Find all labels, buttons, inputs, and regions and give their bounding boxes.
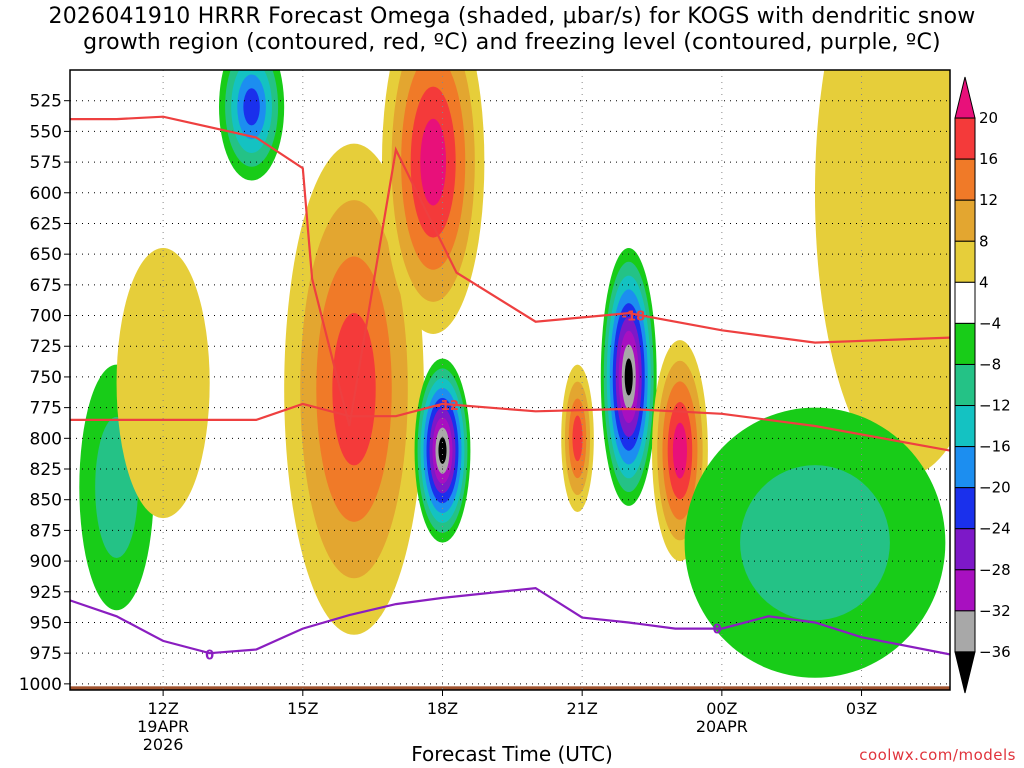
colorbar: 20 16 12 8 4 −4 −8 −12 −16 −20 −24 −28 −32 −36 [954, 76, 1011, 694]
colorbar-label: −32 [979, 602, 1011, 620]
y-tick-label: 650 [30, 245, 62, 265]
y-tick-label: 625 [30, 214, 62, 234]
y-tick-label: 600 [30, 184, 62, 204]
omega-band [572, 415, 583, 462]
x-tick-year: 2026 [143, 735, 184, 754]
colorbar-swatch [954, 322, 976, 365]
freezing-level-label: 0 [205, 648, 214, 663]
y-tick-label: 775 [30, 399, 62, 419]
y-tick-label: 850 [30, 491, 62, 511]
colorbar-bottom-triangle [954, 651, 976, 694]
omega-band [116, 248, 210, 519]
freezing-level-label: 0 [713, 623, 722, 638]
colorbar-label: −8 [979, 355, 1001, 373]
contour-lines: -12 -18 0 0 [70, 115, 950, 663]
dendritic-contour-line [70, 402, 950, 452]
x-axis-label: Forecast Time (UTC) [411, 742, 613, 766]
omega-region-3 [116, 248, 210, 519]
y-tick-label: 800 [30, 429, 62, 449]
y-tick-label: 550 [30, 122, 62, 142]
y-tick-label: 900 [30, 552, 62, 572]
omega-region-4 [284, 143, 424, 635]
colorbar-label: −24 [979, 520, 1011, 538]
y-tick-label: 675 [30, 276, 62, 296]
colorbar-label: −20 [979, 479, 1011, 497]
omega-region-10 [815, 70, 950, 476]
colorbar-label: 4 [979, 273, 989, 291]
colorbar-swatch [954, 199, 976, 242]
y-tick-label: 725 [30, 337, 62, 357]
omega-region-1 [219, 70, 285, 181]
colorbar-swatch [954, 405, 976, 448]
y-tick-label: 1000 [19, 675, 62, 695]
colorbar-label: 16 [979, 150, 998, 168]
x-tick-date: 20APR [696, 717, 748, 736]
y-tick-label: 700 [30, 307, 62, 327]
y-tick-label: 750 [30, 368, 62, 388]
x-tick-label: 15Z [287, 699, 318, 718]
x-tick-label: 18Z [427, 699, 458, 718]
chart-title: 2026041910 HRRR Forecast Omega (shaded, … [48, 4, 976, 55]
colorbar-label: −28 [979, 561, 1011, 579]
y-tick-label: 575 [30, 153, 62, 173]
credit-text: coolwx.com/models [859, 746, 1016, 764]
x-tick-date: 19APR [137, 717, 189, 736]
x-tick-label: 21Z [567, 699, 598, 718]
omega-region-8 [652, 340, 708, 562]
colorbar-swatch [954, 117, 976, 160]
colorbar-label: 20 [979, 109, 998, 127]
omega-band [672, 422, 687, 479]
colorbar-swatch [954, 487, 976, 530]
colorbar-swatch [954, 610, 976, 653]
x-tick-label: 12Z [147, 699, 178, 718]
y-tick-label: 925 [30, 583, 62, 603]
x-tick-label: 03Z [846, 699, 877, 718]
y-tick-label: 525 [30, 92, 62, 112]
colorbar-swatch [954, 240, 976, 283]
omega-region-6 [414, 358, 471, 543]
omega-band [815, 70, 950, 476]
omega-region-5 [381, 70, 485, 334]
colorbar-label: −12 [979, 397, 1011, 415]
omega-band [243, 88, 260, 126]
y-tick-label: 950 [30, 613, 62, 633]
omega-band [740, 465, 890, 621]
terrain-surface [70, 686, 950, 690]
omega-region-9 [561, 364, 594, 512]
colorbar-label: −36 [979, 643, 1011, 661]
colorbar-label: 8 [979, 232, 989, 250]
colorbar-label: 12 [979, 191, 998, 209]
gridlines [70, 70, 950, 690]
plot-frame [69, 69, 951, 691]
freezing-level-line [70, 586, 950, 656]
x-tick-label: 00Z [706, 699, 737, 718]
omega-band [332, 313, 376, 466]
dendritic-contour-label: -12 [435, 399, 459, 414]
dendritic-contour-line [70, 115, 950, 427]
colorbar-top-triangle [954, 76, 976, 119]
y-tick-label: 975 [30, 644, 62, 664]
colorbar-swatch [954, 363, 976, 407]
colorbar-swatch [954, 528, 976, 571]
colorbar-label: −4 [979, 314, 1001, 332]
colorbar-label: −16 [979, 438, 1011, 456]
omega-band [420, 118, 447, 206]
colorbar-swatch [954, 569, 976, 612]
omega-band [438, 437, 447, 464]
y-axis: 525 550 575 600 625 650 675 700 725 750 775 800 825 8… [19, 92, 70, 695]
omega-region-11 [684, 407, 946, 678]
y-tick-label: 875 [30, 521, 62, 541]
y-tick-label: 825 [30, 460, 62, 480]
colorbar-swatch [954, 446, 976, 489]
colorbar-swatch [954, 158, 976, 201]
dendritic-contour-label: -18 [622, 310, 646, 325]
colorbar-swatch [954, 281, 976, 324]
